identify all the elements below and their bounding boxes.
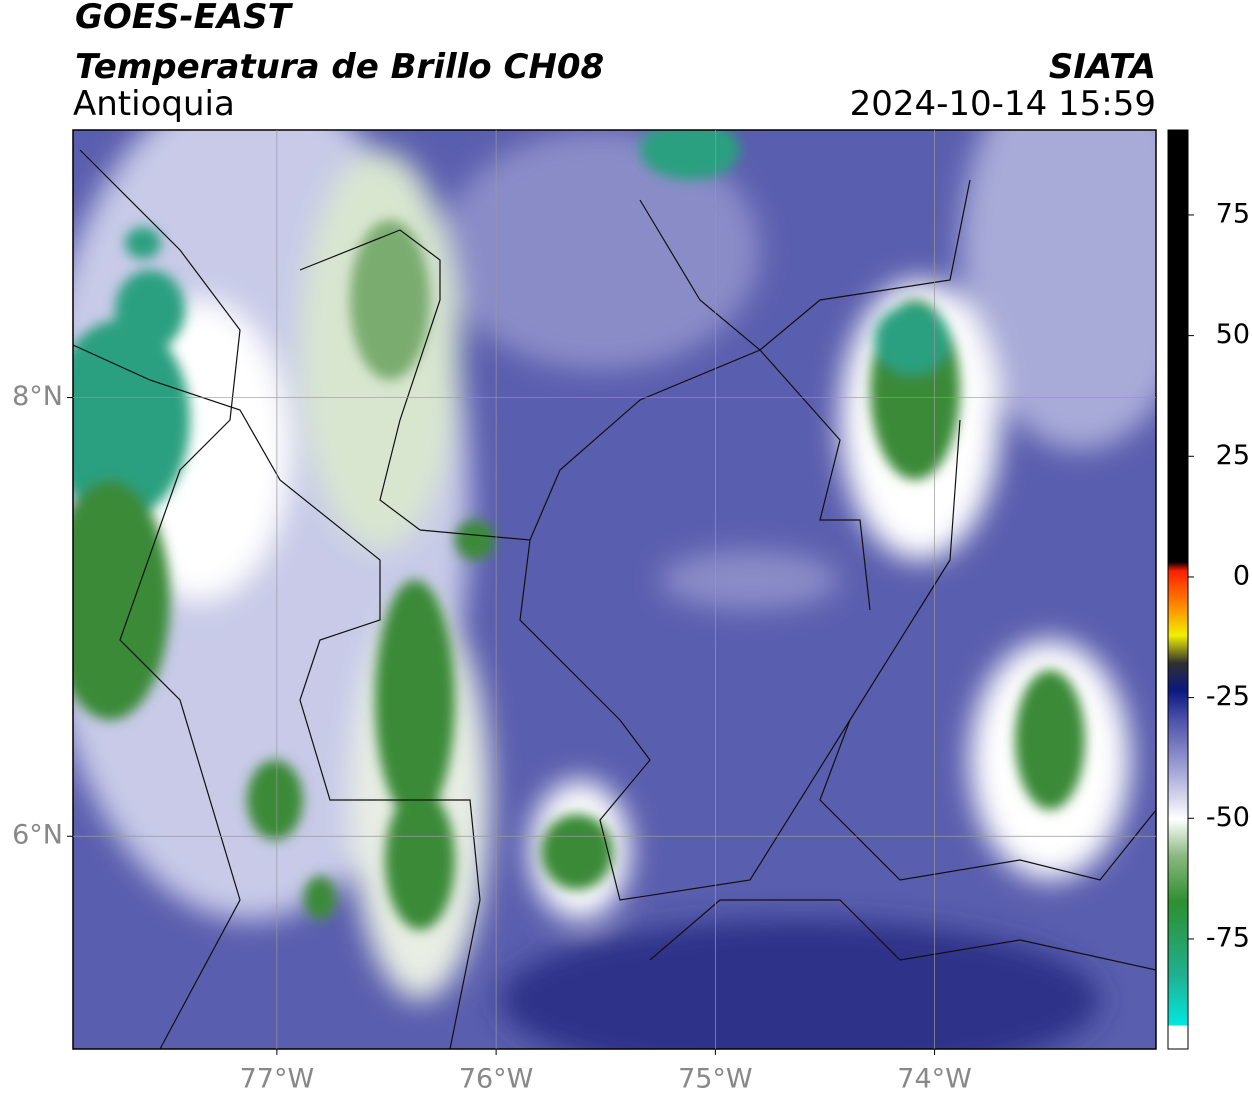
map-frame — [72, 129, 1157, 1050]
datetime: 2024-10-14 15:59 — [850, 84, 1156, 124]
satellite: GOES-EAST — [75, 0, 294, 37]
colorbar-label: 0 — [1233, 560, 1250, 591]
y-tick-label: 8°N — [12, 381, 63, 412]
x-tick-label: 76°W — [459, 1064, 534, 1095]
colorbar — [1167, 129, 1189, 1050]
colorbar-label: 50 — [1216, 319, 1250, 350]
product: Temperatura de Brillo CH08 — [75, 47, 604, 87]
x-tick-label: 74°W — [897, 1064, 972, 1095]
colorbar-label: -50 — [1206, 802, 1250, 833]
x-tick-label: 77°W — [240, 1064, 315, 1095]
y-tick-label: 6°N — [12, 820, 63, 851]
source: SIATA — [1049, 47, 1156, 87]
colorbar-label: 25 — [1216, 440, 1250, 471]
region: Antioquia — [73, 84, 235, 124]
colorbar-label: -25 — [1206, 681, 1250, 712]
colorbar-label: -75 — [1206, 922, 1250, 953]
map-image — [73, 130, 1156, 1049]
colorbar-label: 75 — [1216, 198, 1250, 229]
x-tick-label: 75°W — [678, 1064, 753, 1095]
